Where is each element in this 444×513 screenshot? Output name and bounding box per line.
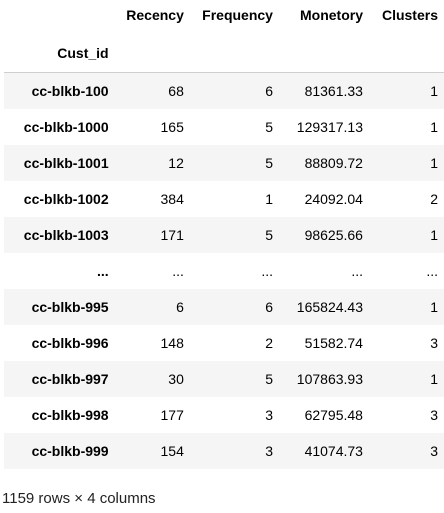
cell-clusters: 1 [430, 83, 438, 99]
index-name-row: Cust_id [4, 26, 444, 73]
cell-monetory: 41074.73 [304, 443, 363, 459]
row-index-cust-id: cc-blkb-997 [31, 371, 109, 387]
row-index-cust-id: cc-blkb-100 [31, 83, 109, 99]
index-name-header: Cust_id [4, 26, 115, 73]
cell-frequency: 5 [265, 227, 273, 243]
cell-frequency: 5 [265, 155, 273, 171]
table-row: cc-blkb-1000 165 5 129317.13 1 [4, 109, 444, 145]
table-row: cc-blkb-996 148 2 51582.74 3 [4, 325, 444, 361]
cell-recency: 384 [160, 191, 184, 207]
row-index-cust-id: cc-blkb-996 [31, 335, 109, 351]
cell-frequency: 3 [265, 443, 273, 459]
cell-frequency: ... [261, 263, 273, 279]
cell-frequency: 5 [265, 119, 273, 135]
table-body: cc-blkb-100 68 6 81361.33 1 cc-blkb-1000 165 5 1… [4, 72, 444, 469]
cell-monetory: 62795.48 [304, 407, 363, 423]
cell-frequency: 3 [265, 407, 273, 423]
cell-frequency: 6 [265, 299, 273, 315]
cell-monetory: 98625.66 [304, 227, 363, 243]
table-row: cc-blkb-1003 171 5 98625.66 1 [4, 217, 444, 253]
cell-recency: 165 [160, 119, 184, 135]
cell-clusters: 1 [430, 227, 438, 243]
cell-frequency: 1 [265, 191, 273, 207]
cell-clusters: 1 [430, 371, 438, 387]
row-index-cust-id: cc-blkb-1001 [23, 155, 109, 171]
cell-recency: 148 [160, 335, 184, 351]
column-header-frequency: Frequency [202, 7, 273, 23]
cell-clusters: 3 [430, 443, 438, 459]
table-row: cc-blkb-1001 12 5 88809.72 1 [4, 145, 444, 181]
row-index-cust-id: cc-blkb-1002 [23, 191, 109, 207]
cell-recency: 30 [168, 371, 184, 387]
cell-monetory: 88809.72 [304, 155, 363, 171]
cell-clusters: 1 [430, 155, 438, 171]
cell-monetory: 107863.93 [296, 371, 363, 387]
cell-recency: 154 [160, 443, 184, 459]
column-header-clusters: Clusters [381, 7, 438, 23]
cell-recency: 12 [168, 155, 184, 171]
index-corner-cell [4, 0, 115, 26]
cell-recency: 6 [176, 299, 184, 315]
table-row: ............... [4, 253, 444, 289]
table-row: cc-blkb-100 68 6 81361.33 1 [4, 72, 444, 109]
empty-header-cell [368, 26, 444, 73]
row-index-cust-id: cc-blkb-995 [31, 299, 109, 315]
table-row: cc-blkb-1002 384 1 24092.04 2 [4, 181, 444, 217]
cell-frequency: 2 [265, 335, 273, 351]
cell-monetory: ... [351, 263, 363, 279]
cell-monetory: 51582.74 [304, 335, 363, 351]
row-index-cust-id: cc-blkb-1003 [23, 227, 109, 243]
table-row: cc-blkb-995 6 6 165824.43 1 [4, 289, 444, 325]
cell-monetory: 24092.04 [304, 191, 363, 207]
cell-clusters: ... [426, 263, 438, 279]
empty-header-cell [114, 26, 190, 73]
cell-clusters: 1 [430, 119, 438, 135]
table-shape-footer: 1159 rows × 4 columns [2, 490, 156, 507]
cell-recency: ... [172, 263, 184, 279]
table-row: cc-blkb-997 30 5 107863.93 1 [4, 361, 444, 397]
cell-recency: 171 [160, 227, 184, 243]
empty-header-cell [278, 26, 369, 73]
cell-clusters: 3 [430, 407, 438, 423]
table-row: cc-blkb-998 177 3 62795.48 3 [4, 397, 444, 433]
column-header-recency: Recency [126, 7, 184, 23]
cell-frequency: 5 [265, 371, 273, 387]
empty-header-cell [189, 26, 279, 73]
row-index-cust-id: cc-blkb-998 [31, 407, 109, 423]
cell-clusters: 2 [430, 191, 438, 207]
cell-recency: 177 [160, 407, 184, 423]
cell-clusters: 3 [430, 335, 438, 351]
cell-monetory: 129317.13 [296, 119, 363, 135]
cell-clusters: 1 [430, 299, 438, 315]
cell-frequency: 6 [265, 83, 273, 99]
column-header-monetory: Monetory [299, 7, 363, 23]
cell-monetory: 81361.33 [304, 83, 363, 99]
cell-recency: 68 [168, 83, 184, 99]
table-row: cc-blkb-999 154 3 41074.73 3 [4, 433, 444, 469]
row-index-cust-id: ... [96, 263, 109, 279]
row-index-cust-id: cc-blkb-999 [31, 443, 109, 459]
row-index-cust-id: cc-blkb-1000 [23, 119, 109, 135]
cell-monetory: 165824.43 [296, 299, 363, 315]
column-header-row: Recency Frequency Monetory Clusters [4, 0, 444, 26]
dataframe-table: Recency Frequency Monetory Clusters Cust… [4, 0, 444, 469]
